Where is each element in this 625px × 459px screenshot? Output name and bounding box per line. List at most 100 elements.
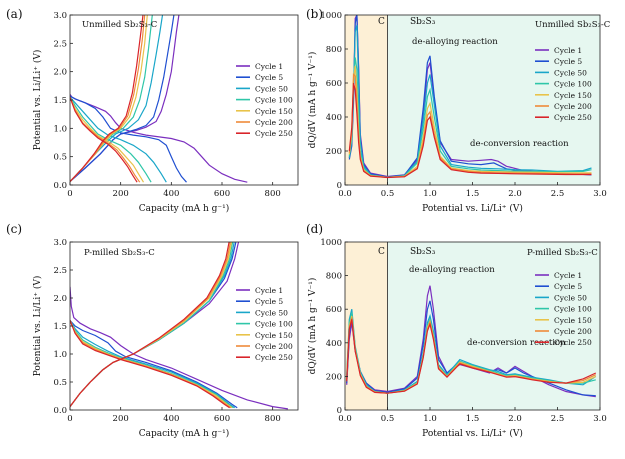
region-label-c: C bbox=[378, 17, 385, 27]
series-charge-curve bbox=[70, 242, 235, 407]
legend: Cycle 1 Cycle 5 Cycle 50 Cycle 100 Cycle 150… bbox=[535, 46, 592, 122]
series-discharge-curve bbox=[70, 286, 288, 410]
sample-annotation: P-milled Sb₂S₃-C bbox=[84, 248, 155, 258]
legend-label: Cycle 200 bbox=[255, 118, 293, 127]
x-tick-label: 1.5 bbox=[466, 189, 480, 199]
x-tick-label: 800 bbox=[265, 414, 281, 424]
legend-label: Cycle 1 bbox=[255, 286, 283, 295]
series-curve bbox=[348, 65, 592, 178]
y-axis-label: Potential vs. Li/Li⁺ (V) bbox=[32, 276, 43, 377]
legend-label: Cycle 5 bbox=[554, 282, 582, 291]
x-tick-label: 1.0 bbox=[423, 414, 437, 424]
x-axis-label: Potential vs. Li/Li⁺ (V) bbox=[422, 428, 523, 439]
series-charge-curve bbox=[70, 242, 234, 407]
panel-label: (a) bbox=[6, 7, 23, 21]
panel-b: C Sb₂S₃ de-alloying reaction de-conversion … bbox=[306, 7, 610, 214]
series-discharge-curve bbox=[70, 96, 138, 183]
series-curve bbox=[348, 57, 592, 178]
series-charge-curve bbox=[70, 242, 240, 407]
y-tick-label: 2.0 bbox=[53, 294, 67, 304]
series-discharge-curve bbox=[70, 96, 152, 183]
series-charge-curve bbox=[70, 15, 144, 183]
y-tick-label: 1.5 bbox=[53, 96, 67, 106]
x-tick-label: 200 bbox=[113, 189, 129, 199]
x-tick-label: 0.5 bbox=[381, 189, 395, 199]
region-label-sb2s3: Sb₂S₃ bbox=[410, 17, 436, 27]
series-charge-curve bbox=[70, 15, 180, 183]
series-curve bbox=[348, 25, 592, 178]
y-tick-label: 1000 bbox=[320, 238, 342, 248]
x-tick-label: 3.0 bbox=[593, 414, 607, 424]
reaction-annotation: de-conversion reaction bbox=[470, 139, 569, 149]
y-tick-label: 800 bbox=[326, 45, 342, 55]
y-tick-label: 0 bbox=[337, 406, 342, 416]
panel-label: (d) bbox=[306, 222, 323, 236]
panel-label: (b) bbox=[306, 7, 323, 21]
y-tick-label: 400 bbox=[326, 113, 342, 123]
y-tick-label: 400 bbox=[326, 339, 342, 349]
x-tick-label: 400 bbox=[163, 189, 179, 199]
x-tick-label: 1.5 bbox=[466, 414, 480, 424]
panel-a: 0 200 400 600 800 0.0 0.5 1.0 1.5 2.0 2.5 3.0 Capaci… bbox=[6, 7, 299, 214]
series-group bbox=[346, 285, 597, 398]
panel-label: (c) bbox=[6, 222, 22, 236]
legend-label: Cycle 200 bbox=[255, 342, 293, 351]
legend: Cycle 1 Cycle 5 Cycle 50 Cycle 100 Cycle 150… bbox=[236, 62, 293, 138]
x-tick-label: 2.5 bbox=[551, 414, 565, 424]
y-tick-label: 200 bbox=[326, 147, 342, 157]
legend-label: Cycle 100 bbox=[554, 305, 592, 314]
legend-label: Cycle 1 bbox=[554, 46, 582, 55]
series-discharge-curve bbox=[70, 96, 167, 183]
x-tick-label: 800 bbox=[265, 189, 281, 199]
reaction-annotation: de-conversion reaction bbox=[467, 338, 566, 348]
series-charge-curve bbox=[70, 242, 233, 407]
series-curve bbox=[348, 15, 592, 178]
y-tick-label: 600 bbox=[326, 305, 342, 315]
x-tick-label: 2.0 bbox=[508, 189, 522, 199]
x-tick-label: 3.0 bbox=[593, 189, 607, 199]
sample-annotation: P-milled Sb₂S₃-C bbox=[527, 248, 598, 258]
y-tick-label: 0.0 bbox=[53, 181, 67, 191]
legend-label: Cycle 200 bbox=[554, 327, 592, 336]
series-discharge-curve bbox=[70, 96, 145, 183]
reaction-annotation: de-alloying reaction bbox=[412, 37, 498, 47]
legend-label: Cycle 150 bbox=[255, 107, 293, 116]
x-tick-label: 200 bbox=[113, 414, 129, 424]
series-charge-curve bbox=[70, 15, 146, 183]
x-tick-label: 600 bbox=[214, 189, 230, 199]
series-group bbox=[348, 15, 592, 179]
legend-label: Cycle 250 bbox=[554, 338, 592, 347]
x-tick-label: 0 bbox=[67, 189, 72, 199]
legend-label: Cycle 50 bbox=[255, 84, 288, 93]
series-curve bbox=[346, 319, 597, 394]
y-tick-label: 0 bbox=[337, 181, 342, 191]
legend-label: Cycle 250 bbox=[554, 113, 592, 122]
y-tick-label: 2.5 bbox=[53, 39, 67, 49]
panel-c: 0 200 400 600 800 0.0 0.5 1.0 1.5 2.0 2.5 3.0 Capaci… bbox=[6, 222, 299, 439]
legend-label: Cycle 5 bbox=[255, 297, 283, 306]
y-tick-label: 800 bbox=[326, 272, 342, 282]
panel-d: C Sb₂S₃ de-alloying reaction de-conversion … bbox=[306, 222, 607, 439]
x-axis-label: Potential vs. Li/Li⁺ (V) bbox=[422, 203, 523, 214]
series-group bbox=[70, 242, 288, 410]
reaction-annotation: de-alloying reaction bbox=[409, 265, 495, 275]
x-tick-label: 0 bbox=[67, 414, 72, 424]
legend-label: Cycle 150 bbox=[554, 316, 592, 325]
legend-label: Cycle 250 bbox=[255, 353, 293, 362]
x-tick-label: 0.0 bbox=[338, 189, 352, 199]
legend-label: Cycle 1 bbox=[554, 271, 582, 280]
y-axis-label: dQ/dV (mA h g⁻¹ V⁻¹) bbox=[307, 278, 318, 375]
legend-label: Cycle 200 bbox=[554, 102, 592, 111]
series-discharge-curve bbox=[70, 320, 230, 409]
legend-label: Cycle 50 bbox=[554, 293, 587, 302]
sample-annotation: Unmilled Sb₂S₃-C bbox=[82, 20, 157, 30]
series-charge-curve bbox=[70, 242, 231, 407]
legend-label: Cycle 150 bbox=[554, 91, 592, 100]
y-axis-label: Potential vs. Li/Li⁺ (V) bbox=[32, 50, 43, 151]
y-tick-label: 0.5 bbox=[53, 378, 67, 388]
legend-label: Cycle 50 bbox=[255, 308, 288, 317]
series-charge-curve bbox=[70, 242, 237, 407]
y-tick-label: 2.0 bbox=[53, 68, 67, 78]
legend-label: Cycle 100 bbox=[255, 96, 293, 105]
